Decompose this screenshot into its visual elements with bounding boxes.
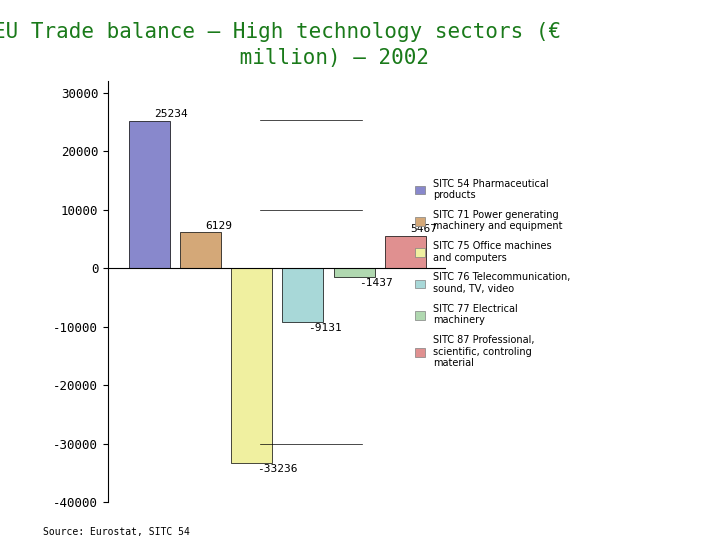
- Text: 6129: 6129: [205, 221, 233, 231]
- Bar: [282, 268, 323, 322]
- Bar: [385, 236, 426, 268]
- Bar: [128, 120, 169, 268]
- Text: -9131: -9131: [308, 323, 342, 333]
- Title: EU Trade balance – High technology sectors (€
         million) – 2002: EU Trade balance – High technology secto…: [0, 22, 562, 69]
- Bar: [180, 232, 221, 268]
- Text: -1437: -1437: [359, 278, 393, 288]
- Text: Source: Eurostat, SITC 54: Source: Eurostat, SITC 54: [43, 526, 190, 537]
- Bar: [333, 268, 374, 276]
- Text: -33236: -33236: [257, 464, 297, 474]
- Bar: [231, 268, 272, 463]
- Text: 5467: 5467: [410, 225, 438, 234]
- Text: 25234: 25234: [154, 109, 188, 119]
- Legend: SITC 54 Pharmaceutical
products, SITC 71 Power generating
machinery and equipmen: SITC 54 Pharmaceutical products, SITC 71…: [415, 179, 570, 368]
